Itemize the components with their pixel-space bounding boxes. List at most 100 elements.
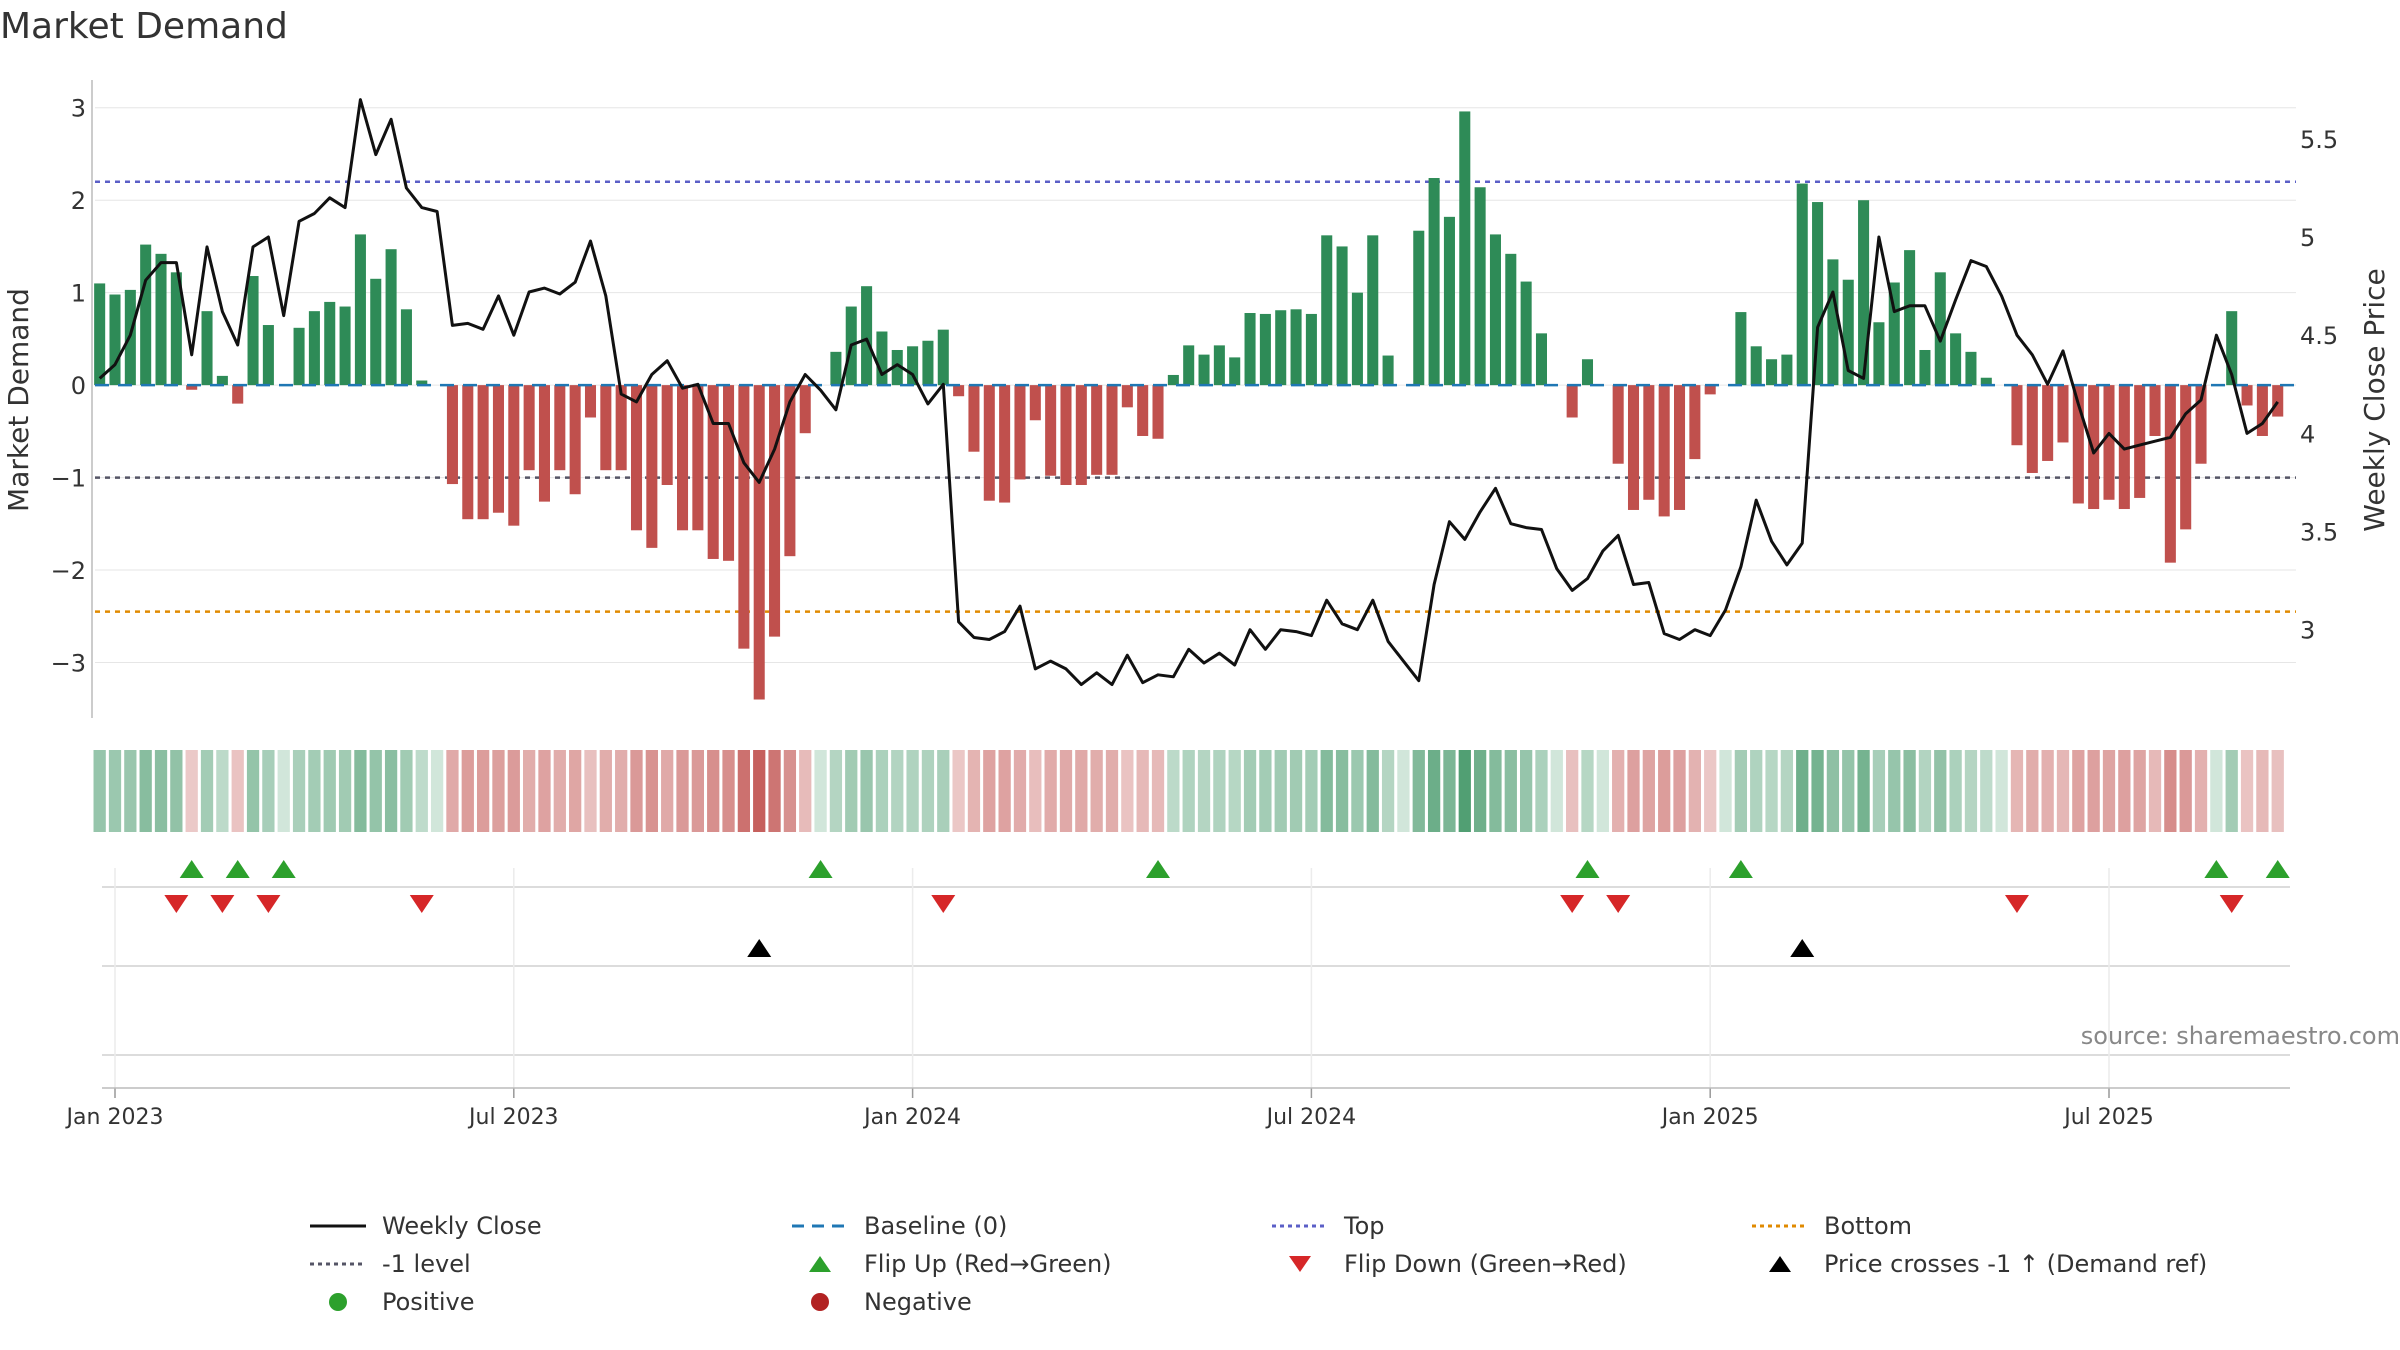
heat-cell bbox=[553, 750, 566, 832]
demand-bar bbox=[630, 385, 643, 531]
heat-cell bbox=[1335, 750, 1349, 832]
demand-bar bbox=[523, 385, 535, 471]
heat-cell bbox=[1903, 750, 1916, 832]
heat-cell bbox=[1029, 750, 1042, 832]
heat-cell bbox=[1427, 750, 1441, 832]
x-tick-label: Jan 2023 bbox=[65, 1105, 164, 1130]
demand-bar bbox=[1459, 111, 1471, 386]
demand-bar bbox=[2195, 385, 2207, 464]
heat-cell bbox=[2164, 750, 2177, 832]
heat-cell bbox=[1305, 750, 1318, 832]
y-tick-label-right: 3.5 bbox=[2300, 519, 2338, 547]
heat-cell bbox=[584, 750, 597, 832]
flip-down-marker bbox=[210, 895, 235, 913]
demand-bar bbox=[1321, 235, 1333, 386]
demand-bar bbox=[983, 385, 995, 501]
demand-bar bbox=[324, 301, 336, 386]
heat-cell bbox=[384, 750, 398, 832]
heat-cell bbox=[216, 750, 229, 832]
demand-bar bbox=[738, 385, 750, 649]
flip-up-marker bbox=[1575, 860, 1600, 878]
heat-cell bbox=[599, 750, 612, 832]
flip-down-marker bbox=[1606, 895, 1631, 913]
y-tick-label-right: 4.5 bbox=[2300, 322, 2338, 350]
demand-bar bbox=[1627, 385, 1640, 510]
heat-cell bbox=[415, 750, 428, 832]
demand-bar bbox=[446, 385, 458, 485]
heat-cell bbox=[875, 750, 889, 832]
heat-cell bbox=[967, 750, 981, 832]
demand-bar bbox=[232, 385, 244, 404]
heat-cell bbox=[860, 750, 873, 832]
axes: 3 2 1 0 −1 −2 −3 5.5 5 4.5 4 3.5 3 Market Demand Weekl… bbox=[2, 80, 2391, 718]
demand-bar bbox=[2011, 385, 2023, 446]
heat-cell bbox=[446, 750, 459, 832]
legend-label: Baseline (0) bbox=[864, 1212, 1008, 1240]
demand-bar bbox=[400, 309, 412, 386]
demand-bar bbox=[462, 385, 474, 520]
heat-cell bbox=[1550, 750, 1563, 832]
y-axis-label-left: Market Demand bbox=[2, 288, 35, 512]
flip-up-marker bbox=[271, 860, 296, 878]
y-tick-label-left: 2 bbox=[71, 187, 86, 215]
flip-down-marker bbox=[2004, 895, 2029, 913]
demand-bar bbox=[1443, 216, 1455, 386]
legend-baseline: Baseline (0) bbox=[790, 1212, 1007, 1240]
heat-cell bbox=[1059, 750, 1073, 832]
demand-bar bbox=[170, 272, 182, 386]
demand-bar bbox=[1643, 385, 1655, 500]
demand-bar bbox=[2042, 385, 2054, 461]
heat-cell bbox=[845, 750, 858, 832]
demand-bar bbox=[1612, 385, 1624, 464]
demand-bar bbox=[1796, 183, 1808, 386]
heat-cell bbox=[676, 750, 689, 832]
y-axis-label-right: Weekly Close Price bbox=[2358, 268, 2391, 531]
demand-bar bbox=[109, 294, 121, 386]
demand-bar bbox=[1167, 374, 1179, 386]
heat-cell bbox=[952, 750, 965, 832]
demand-bar bbox=[968, 385, 980, 452]
heat-cell bbox=[630, 750, 643, 832]
demand-bar bbox=[554, 385, 566, 471]
x-tick-label: Jul 2024 bbox=[1265, 1105, 1357, 1130]
y-tick-label-left: −1 bbox=[51, 465, 86, 493]
demand-bar bbox=[1535, 333, 1547, 386]
heat-cell bbox=[1504, 750, 1517, 832]
legend-top: Top bbox=[1270, 1212, 1385, 1240]
demand-bar bbox=[508, 385, 520, 526]
triangle-up-icon bbox=[809, 1256, 831, 1272]
demand-bar bbox=[1658, 385, 1670, 517]
heat-cell bbox=[1658, 750, 1671, 832]
demand-bar bbox=[1121, 385, 1133, 408]
legend-positive: Positive bbox=[308, 1288, 475, 1316]
price-cross-marker bbox=[747, 939, 772, 957]
demand-bar bbox=[799, 385, 811, 434]
demand-bar bbox=[1413, 230, 1425, 386]
heat-cell bbox=[1918, 750, 1932, 832]
heat-cell bbox=[1796, 750, 1809, 832]
demand-bar bbox=[784, 385, 796, 557]
demand-bar bbox=[2164, 385, 2176, 563]
heat-cell bbox=[124, 750, 137, 832]
legend-label: Negative bbox=[864, 1288, 972, 1316]
demand-bar bbox=[1367, 235, 1379, 386]
demand-bar bbox=[1290, 309, 1302, 386]
heat-cell bbox=[308, 750, 321, 832]
heat-cell bbox=[1811, 750, 1824, 832]
heat-cell bbox=[1167, 750, 1180, 832]
heat-cell bbox=[1289, 750, 1303, 832]
legend-price-cross: Price crosses -1 ↑ (Demand ref) bbox=[1750, 1250, 2207, 1278]
dotted-swatch-icon bbox=[1752, 1224, 1808, 1228]
demand-bars bbox=[94, 111, 2284, 700]
flip-down-marker bbox=[931, 895, 956, 913]
heat-cell bbox=[170, 750, 183, 832]
demand-bar bbox=[2072, 385, 2084, 504]
demand-bar bbox=[2149, 385, 2161, 436]
heat-cell bbox=[231, 750, 244, 832]
legend-minus-one: -1 level bbox=[308, 1250, 471, 1278]
demand-bar bbox=[2241, 385, 2253, 406]
heat-cell bbox=[2240, 750, 2254, 832]
demand-bar bbox=[1198, 354, 1210, 386]
demand-bar bbox=[1305, 313, 1317, 386]
